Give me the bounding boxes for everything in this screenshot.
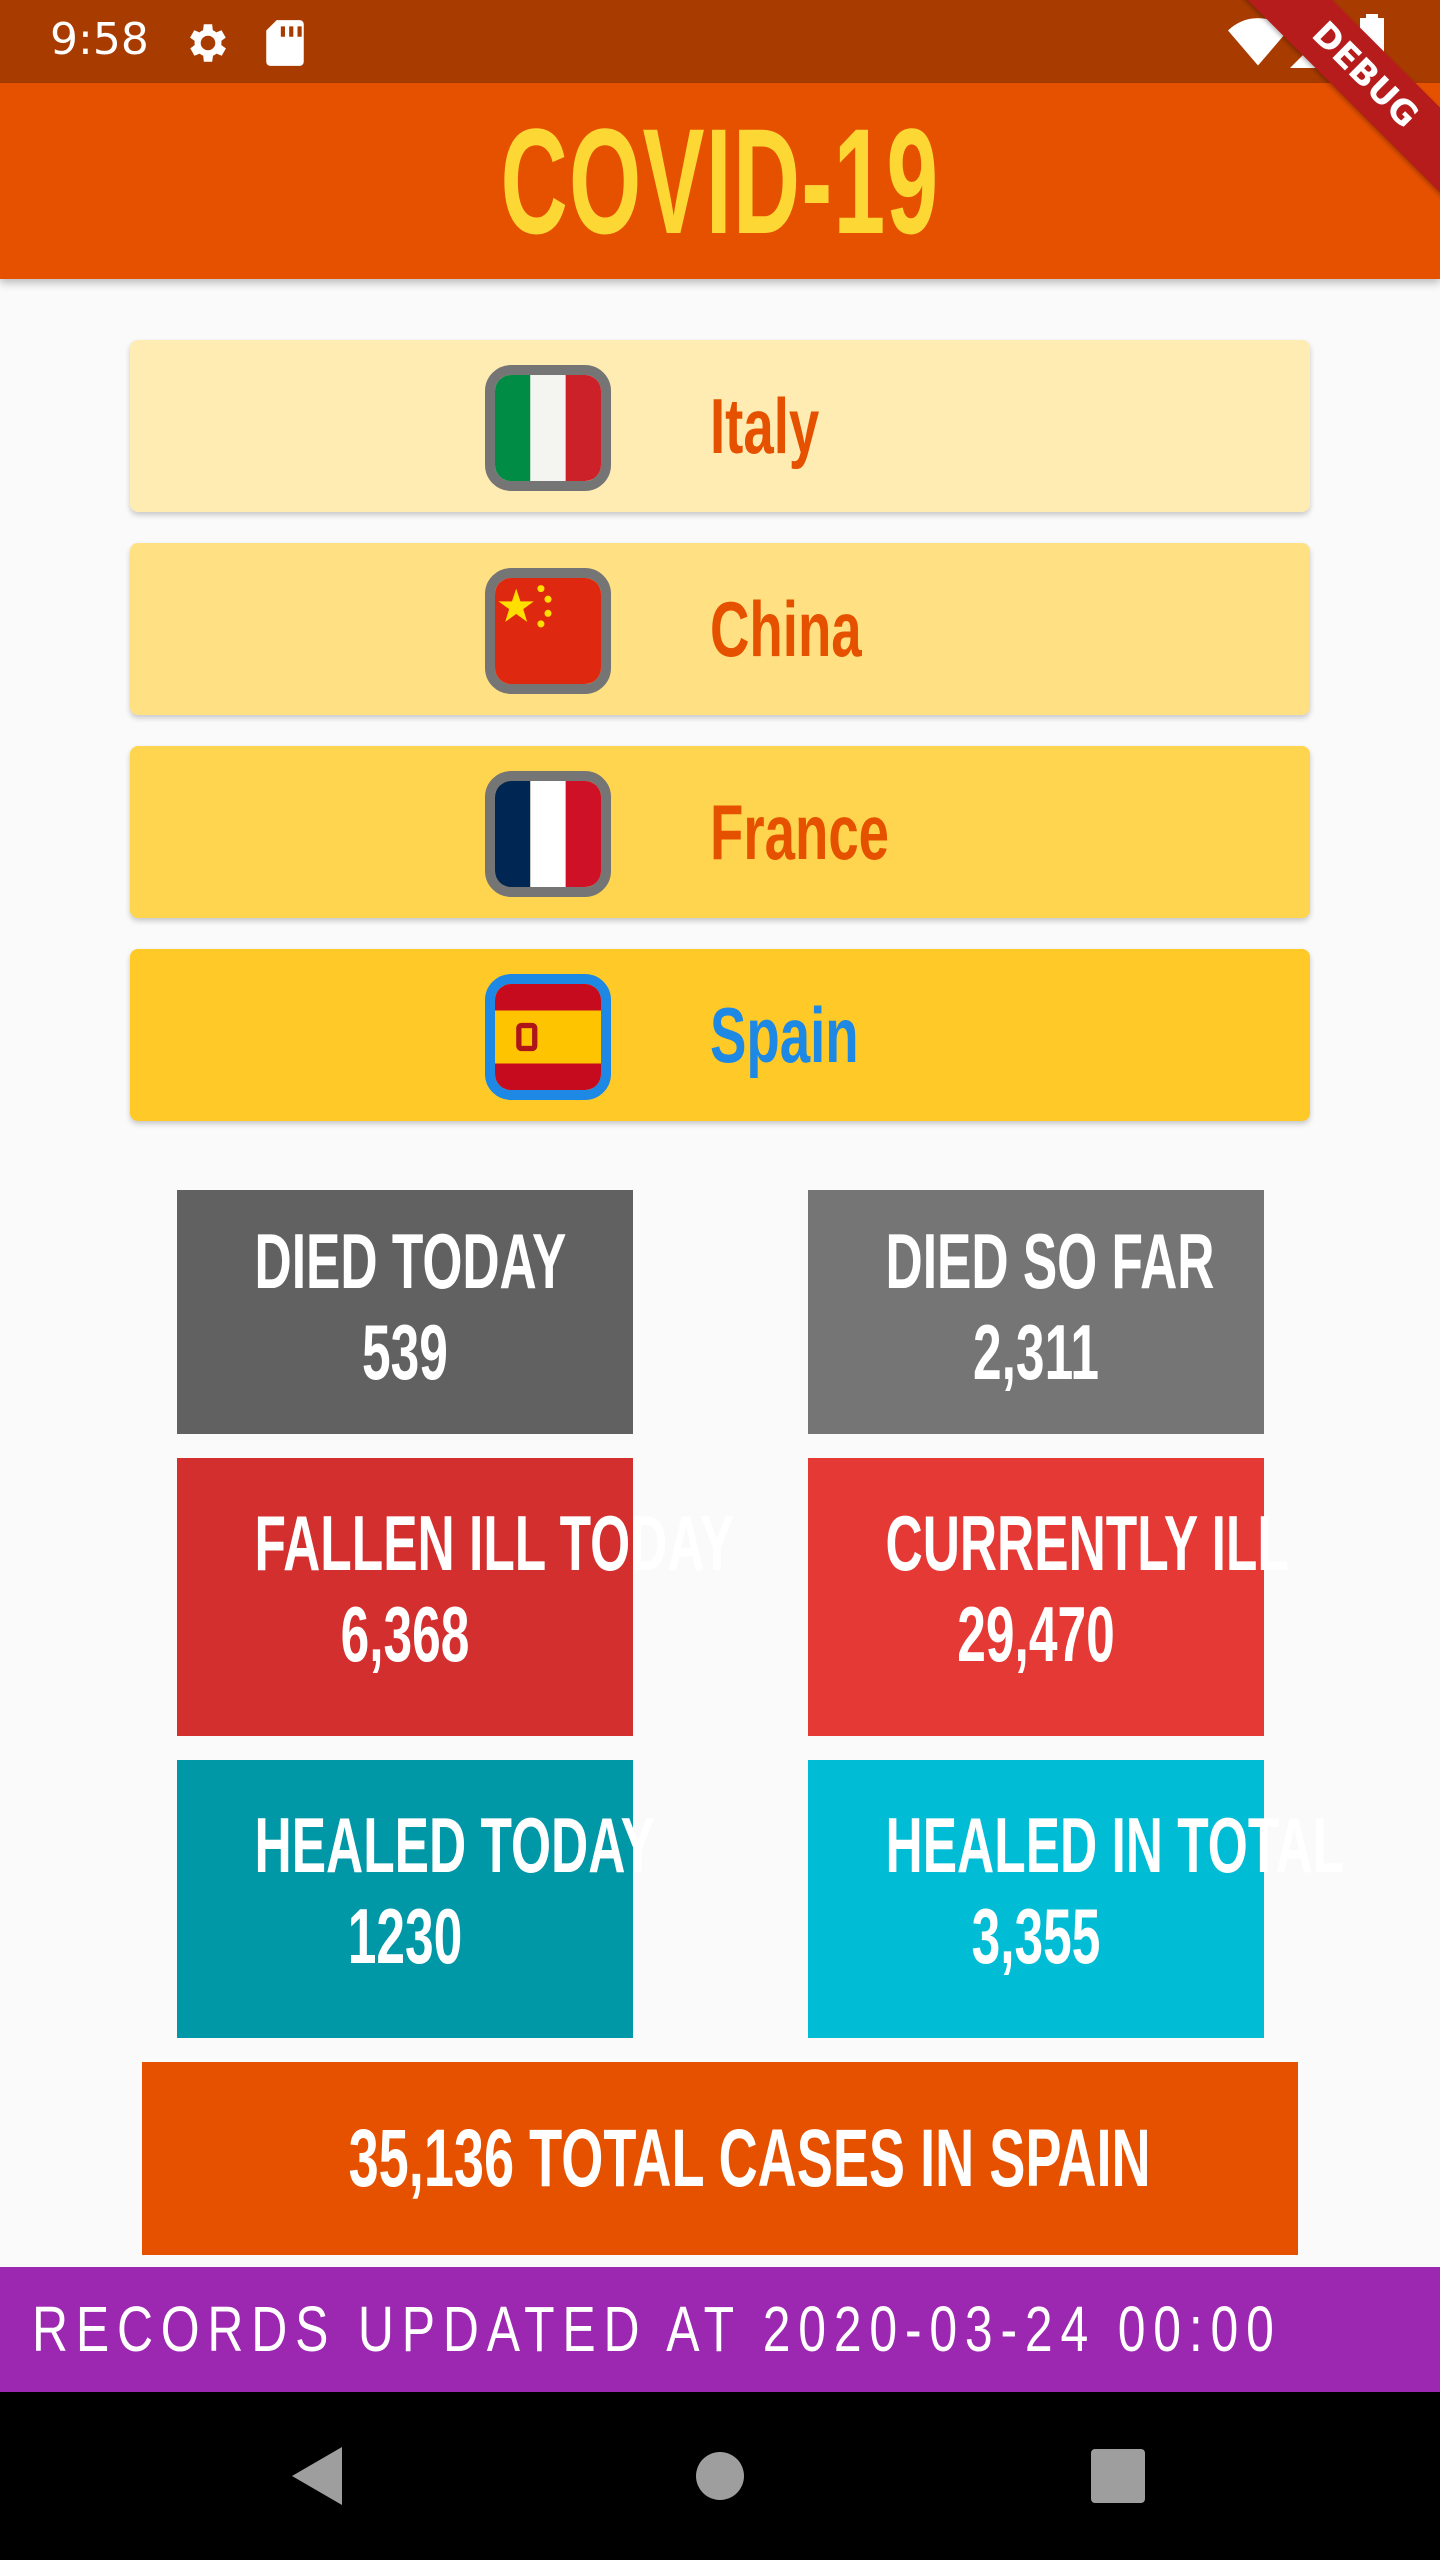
- stat-value: 3,355: [971, 1892, 1101, 1980]
- stat-label: HEALED TODAY: [254, 1801, 656, 1889]
- healed-in-total-card: HEALED IN TOTAL 3,355: [808, 1760, 1345, 2038]
- country-name-selected: Spain: [710, 991, 859, 1079]
- stat-value: 29,470: [957, 1590, 1115, 1678]
- china-flag-icon: [485, 568, 611, 694]
- currently-ill-card: CURRENTLY ILL 29,470: [808, 1458, 1289, 1736]
- spain-flag-icon: [485, 974, 611, 1100]
- back-icon[interactable]: [258, 2392, 378, 2560]
- total-cases-banner: 35,136 TOTAL CASES IN SPAIN: [142, 2062, 1298, 2255]
- fallen-ill-today-card: FALLEN ILL TODAY 6,368: [177, 1458, 735, 1736]
- total-cases-text: 35,136 TOTAL CASES IN SPAIN: [348, 2113, 1151, 2204]
- home-icon[interactable]: [660, 2392, 780, 2560]
- app-title: COVID-19: [500, 97, 940, 265]
- app-bar: COVID-19: [0, 83, 1440, 279]
- navigation-bar: [0, 2392, 1440, 2560]
- status-time: 9:58: [50, 14, 149, 65]
- stat-label: CURRENTLY ILL: [885, 1499, 1289, 1587]
- records-updated-bar: RECORDS UPDATED AT 2020-03-24 00:00: [0, 2267, 1440, 2392]
- gear-icon: [183, 18, 233, 73]
- france-flag-icon: [485, 771, 611, 897]
- stat-label: HEALED IN TOTAL: [885, 1801, 1345, 1889]
- country-item-spain[interactable]: Spain: [130, 949, 1310, 1121]
- country-item-china[interactable]: China: [130, 543, 1310, 715]
- healed-today-card: HEALED TODAY 1230: [177, 1760, 656, 2038]
- country-name: France: [710, 788, 890, 876]
- stat-value: 6,368: [340, 1590, 470, 1678]
- wifi-icon: [1228, 18, 1288, 73]
- country-name: Italy: [710, 382, 820, 470]
- stat-value: 2,311: [973, 1308, 1099, 1396]
- status-bar: 9:58: [0, 0, 1440, 83]
- records-updated-text: RECORDS UPDATED AT 2020-03-24 00:00: [32, 2293, 1282, 2365]
- country-name: China: [710, 585, 862, 673]
- stat-label: FALLEN ILL TODAY: [254, 1499, 735, 1587]
- country-item-france[interactable]: France: [130, 746, 1310, 918]
- stat-value: 1230: [347, 1892, 463, 1980]
- stat-value: 539: [362, 1308, 448, 1396]
- sd-card-icon: [264, 18, 306, 73]
- italy-flag-icon: [485, 365, 611, 491]
- country-item-italy[interactable]: Italy: [130, 340, 1310, 512]
- died-today-card: DIED TODAY 539: [177, 1190, 633, 1434]
- recents-icon[interactable]: [1058, 2392, 1178, 2560]
- stat-label: DIED SO FAR: [885, 1217, 1215, 1305]
- died-so-far-card: DIED SO FAR 2,311: [808, 1190, 1264, 1434]
- stat-label: DIED TODAY: [254, 1217, 567, 1305]
